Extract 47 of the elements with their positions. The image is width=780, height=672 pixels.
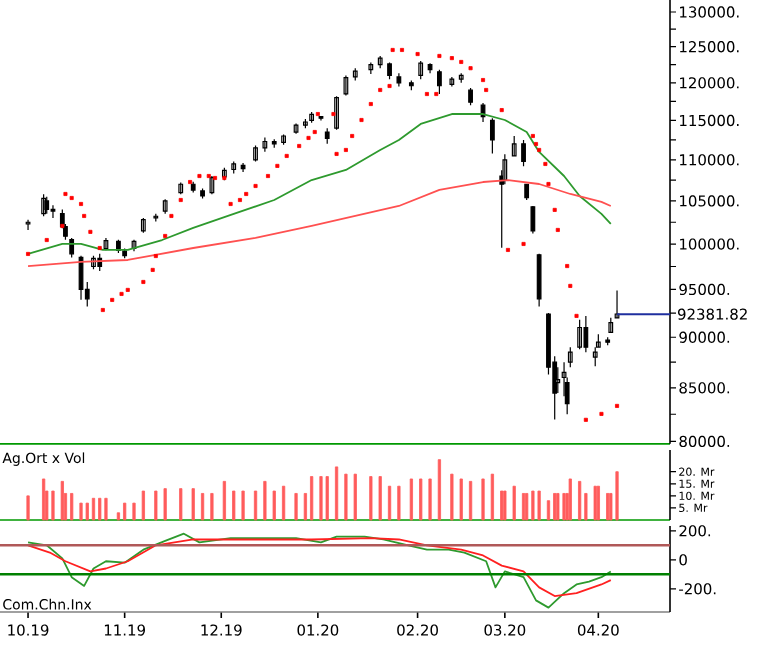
candlestick — [511, 135, 517, 157]
candlestick — [437, 69, 442, 95]
candlestick — [200, 187, 205, 200]
line-series — [27, 113, 612, 255]
candlestick — [178, 181, 184, 195]
candlestick — [25, 219, 31, 231]
candlestick — [303, 118, 308, 129]
candlestick — [240, 162, 246, 173]
candlestick — [253, 144, 258, 162]
candlestick — [458, 72, 464, 84]
candlestick — [262, 136, 268, 153]
candlestick — [162, 198, 168, 215]
candlestick — [449, 76, 455, 88]
candlestick — [387, 61, 392, 80]
candlestick — [418, 60, 424, 80]
candlestick — [577, 319, 583, 350]
candlestick — [324, 127, 330, 145]
candlestick — [281, 133, 286, 146]
candlestick — [489, 117, 495, 154]
candlestick — [343, 74, 349, 97]
candlestick — [396, 72, 402, 88]
candlestick — [271, 138, 277, 149]
candlestick — [608, 317, 614, 333]
line-series — [27, 179, 612, 267]
candlestick — [190, 181, 196, 194]
candlestick — [368, 61, 374, 75]
candlestick — [209, 175, 215, 195]
candlestick — [524, 183, 530, 201]
candlestick — [140, 217, 146, 234]
candlestick — [50, 204, 56, 219]
candlestick — [536, 253, 542, 307]
candlestick — [605, 336, 611, 346]
candlestick — [468, 87, 473, 106]
candlestick — [221, 167, 227, 181]
candlestick — [153, 213, 159, 222]
candlestick — [44, 196, 50, 215]
candlestick — [408, 80, 414, 91]
candlestick — [231, 160, 237, 175]
candlestick — [530, 205, 536, 235]
candlestick — [583, 315, 589, 353]
candlestick — [334, 95, 339, 131]
candlestick — [614, 289, 620, 319]
candlestick — [293, 122, 299, 135]
candlestick — [427, 62, 433, 74]
candlestick — [521, 139, 526, 167]
candlestick — [377, 55, 383, 69]
candlestick — [352, 67, 358, 82]
